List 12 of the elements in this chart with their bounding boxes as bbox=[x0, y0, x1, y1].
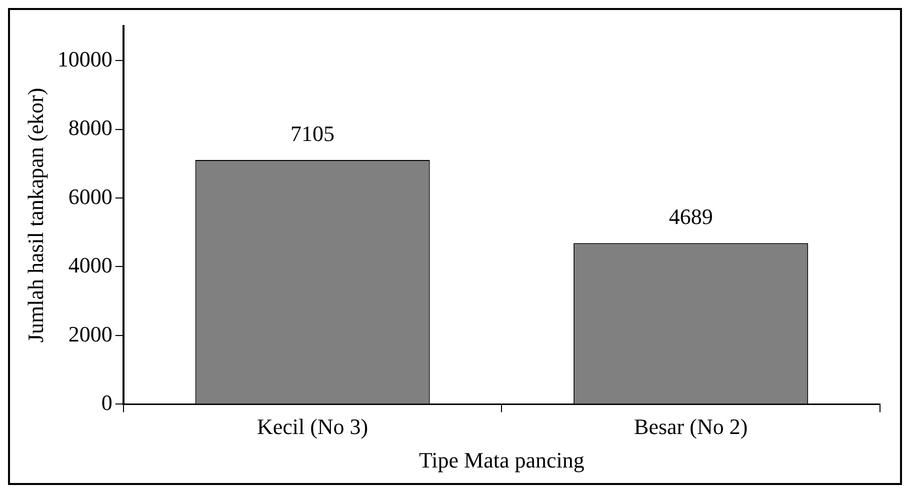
y-tick-label: 2000 bbox=[68, 321, 112, 346]
x-axis-title: Tipe Mata pancing bbox=[419, 448, 584, 473]
y-tick-label: 6000 bbox=[68, 184, 112, 209]
x-tick-label: Besar (No 2) bbox=[634, 414, 748, 440]
y-axis-title: Jumlah hasil tankapan (ekor) bbox=[22, 88, 48, 343]
y-tick-label: 10000 bbox=[57, 46, 112, 72]
y-tick-label: 4000 bbox=[68, 252, 112, 278]
data-label: 4689 bbox=[668, 204, 713, 229]
y-tick-label: 0 bbox=[101, 390, 112, 415]
x-tick-label: Kecil (No 3) bbox=[256, 414, 368, 440]
data-label: 7105 bbox=[290, 120, 335, 146]
y-tick-label: 8000 bbox=[68, 115, 112, 140]
